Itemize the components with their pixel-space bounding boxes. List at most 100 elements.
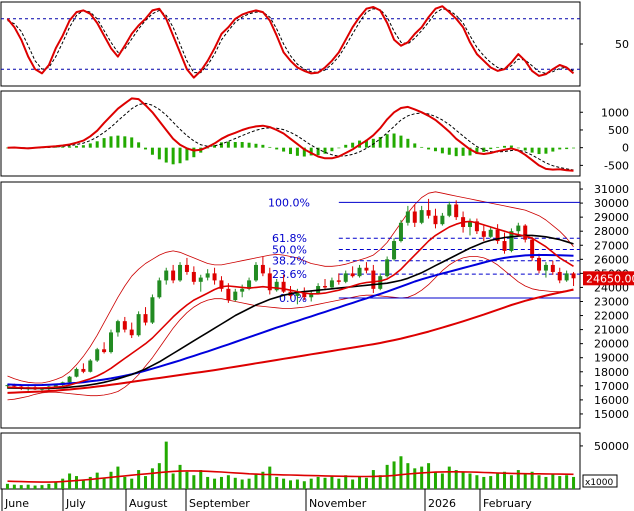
- candle-body: [454, 204, 459, 218]
- volume-bar: [440, 473, 444, 489]
- candle-body: [495, 229, 500, 242]
- macd-histogram-bar: [61, 146, 65, 148]
- volume-bar: [61, 478, 65, 489]
- volume-bar: [247, 478, 251, 489]
- macd-histogram-bar: [351, 142, 355, 148]
- candle-body: [122, 321, 127, 330]
- macd-histogram-bar: [392, 133, 396, 148]
- candle-body: [550, 264, 555, 272]
- macd-histogram-bar: [275, 147, 279, 150]
- candle-body: [109, 332, 114, 353]
- volume-bar: [358, 476, 362, 489]
- candle-body: [571, 273, 576, 279]
- candle-body: [398, 222, 403, 242]
- volume-bar: [302, 481, 306, 489]
- volume-bar: [33, 485, 37, 489]
- month-label: September: [189, 497, 250, 510]
- volume-bar: [371, 470, 375, 489]
- volume-bar: [54, 482, 58, 489]
- month-axis: June July August September November 2026 Febru…: [1, 489, 532, 511]
- volume-bar: [116, 466, 120, 489]
- candle-body: [12, 385, 17, 387]
- candle-body: [157, 280, 162, 298]
- month-label: February: [483, 497, 532, 510]
- candle-body: [405, 211, 410, 223]
- macd-histogram-bar: [565, 147, 569, 150]
- volume-bar: [282, 478, 286, 489]
- candle-body: [295, 293, 300, 296]
- volume-bar: [565, 475, 569, 489]
- month-label: 2026: [428, 497, 456, 510]
- macd-histogram-bar: [95, 141, 99, 148]
- price-tick-label: 19000: [594, 352, 629, 365]
- volume-bar: [157, 463, 161, 489]
- macd-tick-label: -500: [604, 159, 629, 172]
- candle-body: [516, 225, 521, 232]
- last-price-tag: [583, 271, 634, 286]
- candle-body: [136, 314, 141, 336]
- macd-panel: 1000 500 0 -500: [0, 90, 629, 177]
- candle-body: [481, 231, 486, 237]
- candle-body: [281, 281, 286, 292]
- candle-body: [467, 221, 472, 227]
- price-frame: [0, 181, 581, 429]
- volume-bar: [337, 478, 341, 489]
- macd-histogram-bar: [337, 147, 341, 149]
- fib-level-label: 38.2%: [272, 255, 307, 268]
- volume-bar: [178, 464, 182, 489]
- volume-bar: [254, 473, 258, 489]
- candle-body: [253, 264, 258, 281]
- volume-unit-label: x1000: [585, 478, 614, 488]
- candle-body: [502, 241, 507, 251]
- volume-bar: [289, 480, 292, 489]
- macd-histogram-bar: [5, 147, 9, 149]
- price-tick-label: 16000: [594, 394, 629, 407]
- stochastic-panel: 50: [0, 1, 629, 87]
- macd-histogram-bar: [116, 135, 120, 148]
- candle-body: [205, 273, 210, 278]
- macd-histogram-bar: [572, 147, 576, 149]
- volume-bar: [74, 476, 78, 489]
- macd-histogram-bar: [261, 144, 265, 148]
- volume-bar: [185, 471, 189, 489]
- volume-bar: [123, 476, 127, 489]
- candle-body: [129, 329, 134, 336]
- candle-body: [274, 281, 279, 291]
- macd-histogram-bar: [88, 143, 92, 148]
- volume-bar: [544, 476, 548, 489]
- macd-histogram-bar: [316, 147, 320, 156]
- volume-bar: [509, 475, 513, 489]
- ma-short-line: [7, 220, 574, 389]
- macd-histogram-bar: [371, 138, 375, 148]
- ma-mid-line: [7, 234, 574, 390]
- candle-body: [523, 225, 528, 240]
- candle-body: [233, 291, 238, 301]
- volume-bar: [420, 466, 424, 489]
- candle-body: [433, 215, 438, 225]
- macd-histogram-bar: [509, 145, 513, 148]
- macd-histogram-bar: [150, 147, 154, 155]
- volume-bar: [461, 471, 465, 489]
- macd-histogram-bar: [537, 147, 541, 155]
- macd-histogram-bar: [323, 147, 327, 154]
- volume-bar: [433, 471, 437, 489]
- macd-histogram-bar: [282, 147, 286, 152]
- macd-histogram-bar: [226, 141, 230, 148]
- candle-body: [557, 271, 562, 281]
- volume-bar: [489, 476, 493, 489]
- volume-bar: [427, 463, 431, 489]
- macd-histogram-bar: [427, 147, 431, 150]
- volume-bar: [275, 476, 279, 489]
- candle-body: [95, 349, 100, 361]
- macd-histogram-bar: [192, 147, 196, 158]
- volume-unit-box: [582, 474, 618, 488]
- volume-bar: [399, 456, 403, 489]
- candle-body: [67, 376, 72, 383]
- macd-tick-label: 500: [608, 124, 629, 137]
- macd-histogram-bar: [475, 147, 479, 155]
- volume-bar: [164, 441, 168, 489]
- volume-bar: [171, 473, 175, 489]
- candle-body: [260, 264, 265, 274]
- volume-bar: [199, 470, 203, 489]
